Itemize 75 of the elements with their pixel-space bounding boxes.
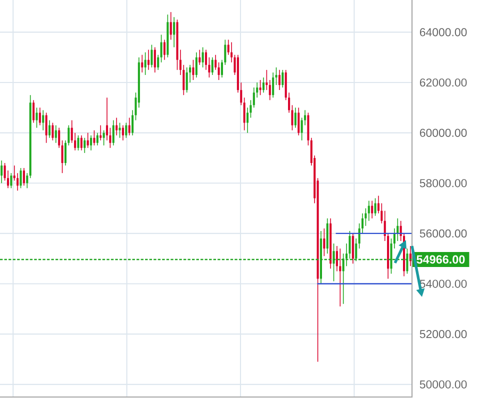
candlestick <box>102 130 105 146</box>
candlestick <box>170 12 172 40</box>
candlestick <box>186 67 188 93</box>
candlestick <box>278 70 280 90</box>
y-tick-label: 64000.00 <box>420 28 467 36</box>
candlestick <box>122 124 124 141</box>
y-tick-label: 58000.00 <box>420 179 467 188</box>
candlestick <box>0 160 3 184</box>
candlestick <box>157 54 160 70</box>
candlestick <box>173 16 176 48</box>
y-tick-label: 62000.00 <box>420 78 467 87</box>
candlestick <box>36 107 38 128</box>
candlestick <box>116 117 118 136</box>
candlestick <box>272 72 274 98</box>
candlestick <box>160 34 162 63</box>
candlestick <box>93 130 96 146</box>
candlestick <box>323 228 326 256</box>
candlestick <box>211 56 214 76</box>
candlestick <box>38 107 41 126</box>
candlestick <box>259 80 262 96</box>
candlestick <box>154 46 156 73</box>
candlestick <box>118 122 121 138</box>
candlestick <box>294 107 296 128</box>
y-tick-label: 60000.00 <box>420 128 467 137</box>
candlestick <box>148 49 150 70</box>
candlestick <box>195 52 198 78</box>
candlestick <box>141 54 144 73</box>
candlestick <box>84 137 86 154</box>
candlestick <box>80 134 82 151</box>
candlestick <box>266 70 268 90</box>
candlestick <box>298 107 300 136</box>
candlestick <box>218 62 220 80</box>
candlestick <box>368 200 370 222</box>
candlestick <box>246 107 249 134</box>
candlestick <box>112 120 114 146</box>
candlestick <box>262 77 265 93</box>
candlestick <box>243 97 246 131</box>
candlestick <box>77 134 80 151</box>
candlestick <box>22 168 25 186</box>
candlestick <box>45 112 48 144</box>
candlestick <box>86 132 89 148</box>
candlestick <box>10 172 12 189</box>
candlestick <box>192 59 194 80</box>
candlestick <box>198 49 201 66</box>
candlestick <box>204 49 208 70</box>
candlestick <box>58 127 60 148</box>
y-tick-label: 56000.00 <box>420 229 467 238</box>
candlestick <box>268 80 271 101</box>
y-tick-label: 50000.00 <box>420 380 467 388</box>
candlestick <box>352 233 354 264</box>
candlestick <box>48 120 51 138</box>
candlestick <box>282 70 284 88</box>
candlestick <box>339 248 342 307</box>
ref-line-label: 54966.00 <box>416 255 465 264</box>
candlestick <box>32 100 35 124</box>
candlestick <box>52 122 54 141</box>
candlestick <box>163 39 166 60</box>
candlestick <box>96 132 98 146</box>
candlestick <box>90 134 92 151</box>
candlestick <box>61 140 64 174</box>
candlestick <box>371 200 374 219</box>
candlestick <box>150 44 153 68</box>
candlestick <box>202 46 204 68</box>
candlestick <box>100 124 102 141</box>
candlestick <box>214 54 217 70</box>
candlestick <box>54 124 57 144</box>
candlestick <box>42 110 44 131</box>
candlestick <box>374 198 376 216</box>
candlestick <box>125 122 128 138</box>
candlestick <box>26 172 28 189</box>
y-tick-label: 52000.00 <box>420 330 467 338</box>
candlestick <box>106 97 108 141</box>
candlestick <box>144 52 146 76</box>
candlestick <box>128 117 130 136</box>
candlestick <box>20 168 22 189</box>
